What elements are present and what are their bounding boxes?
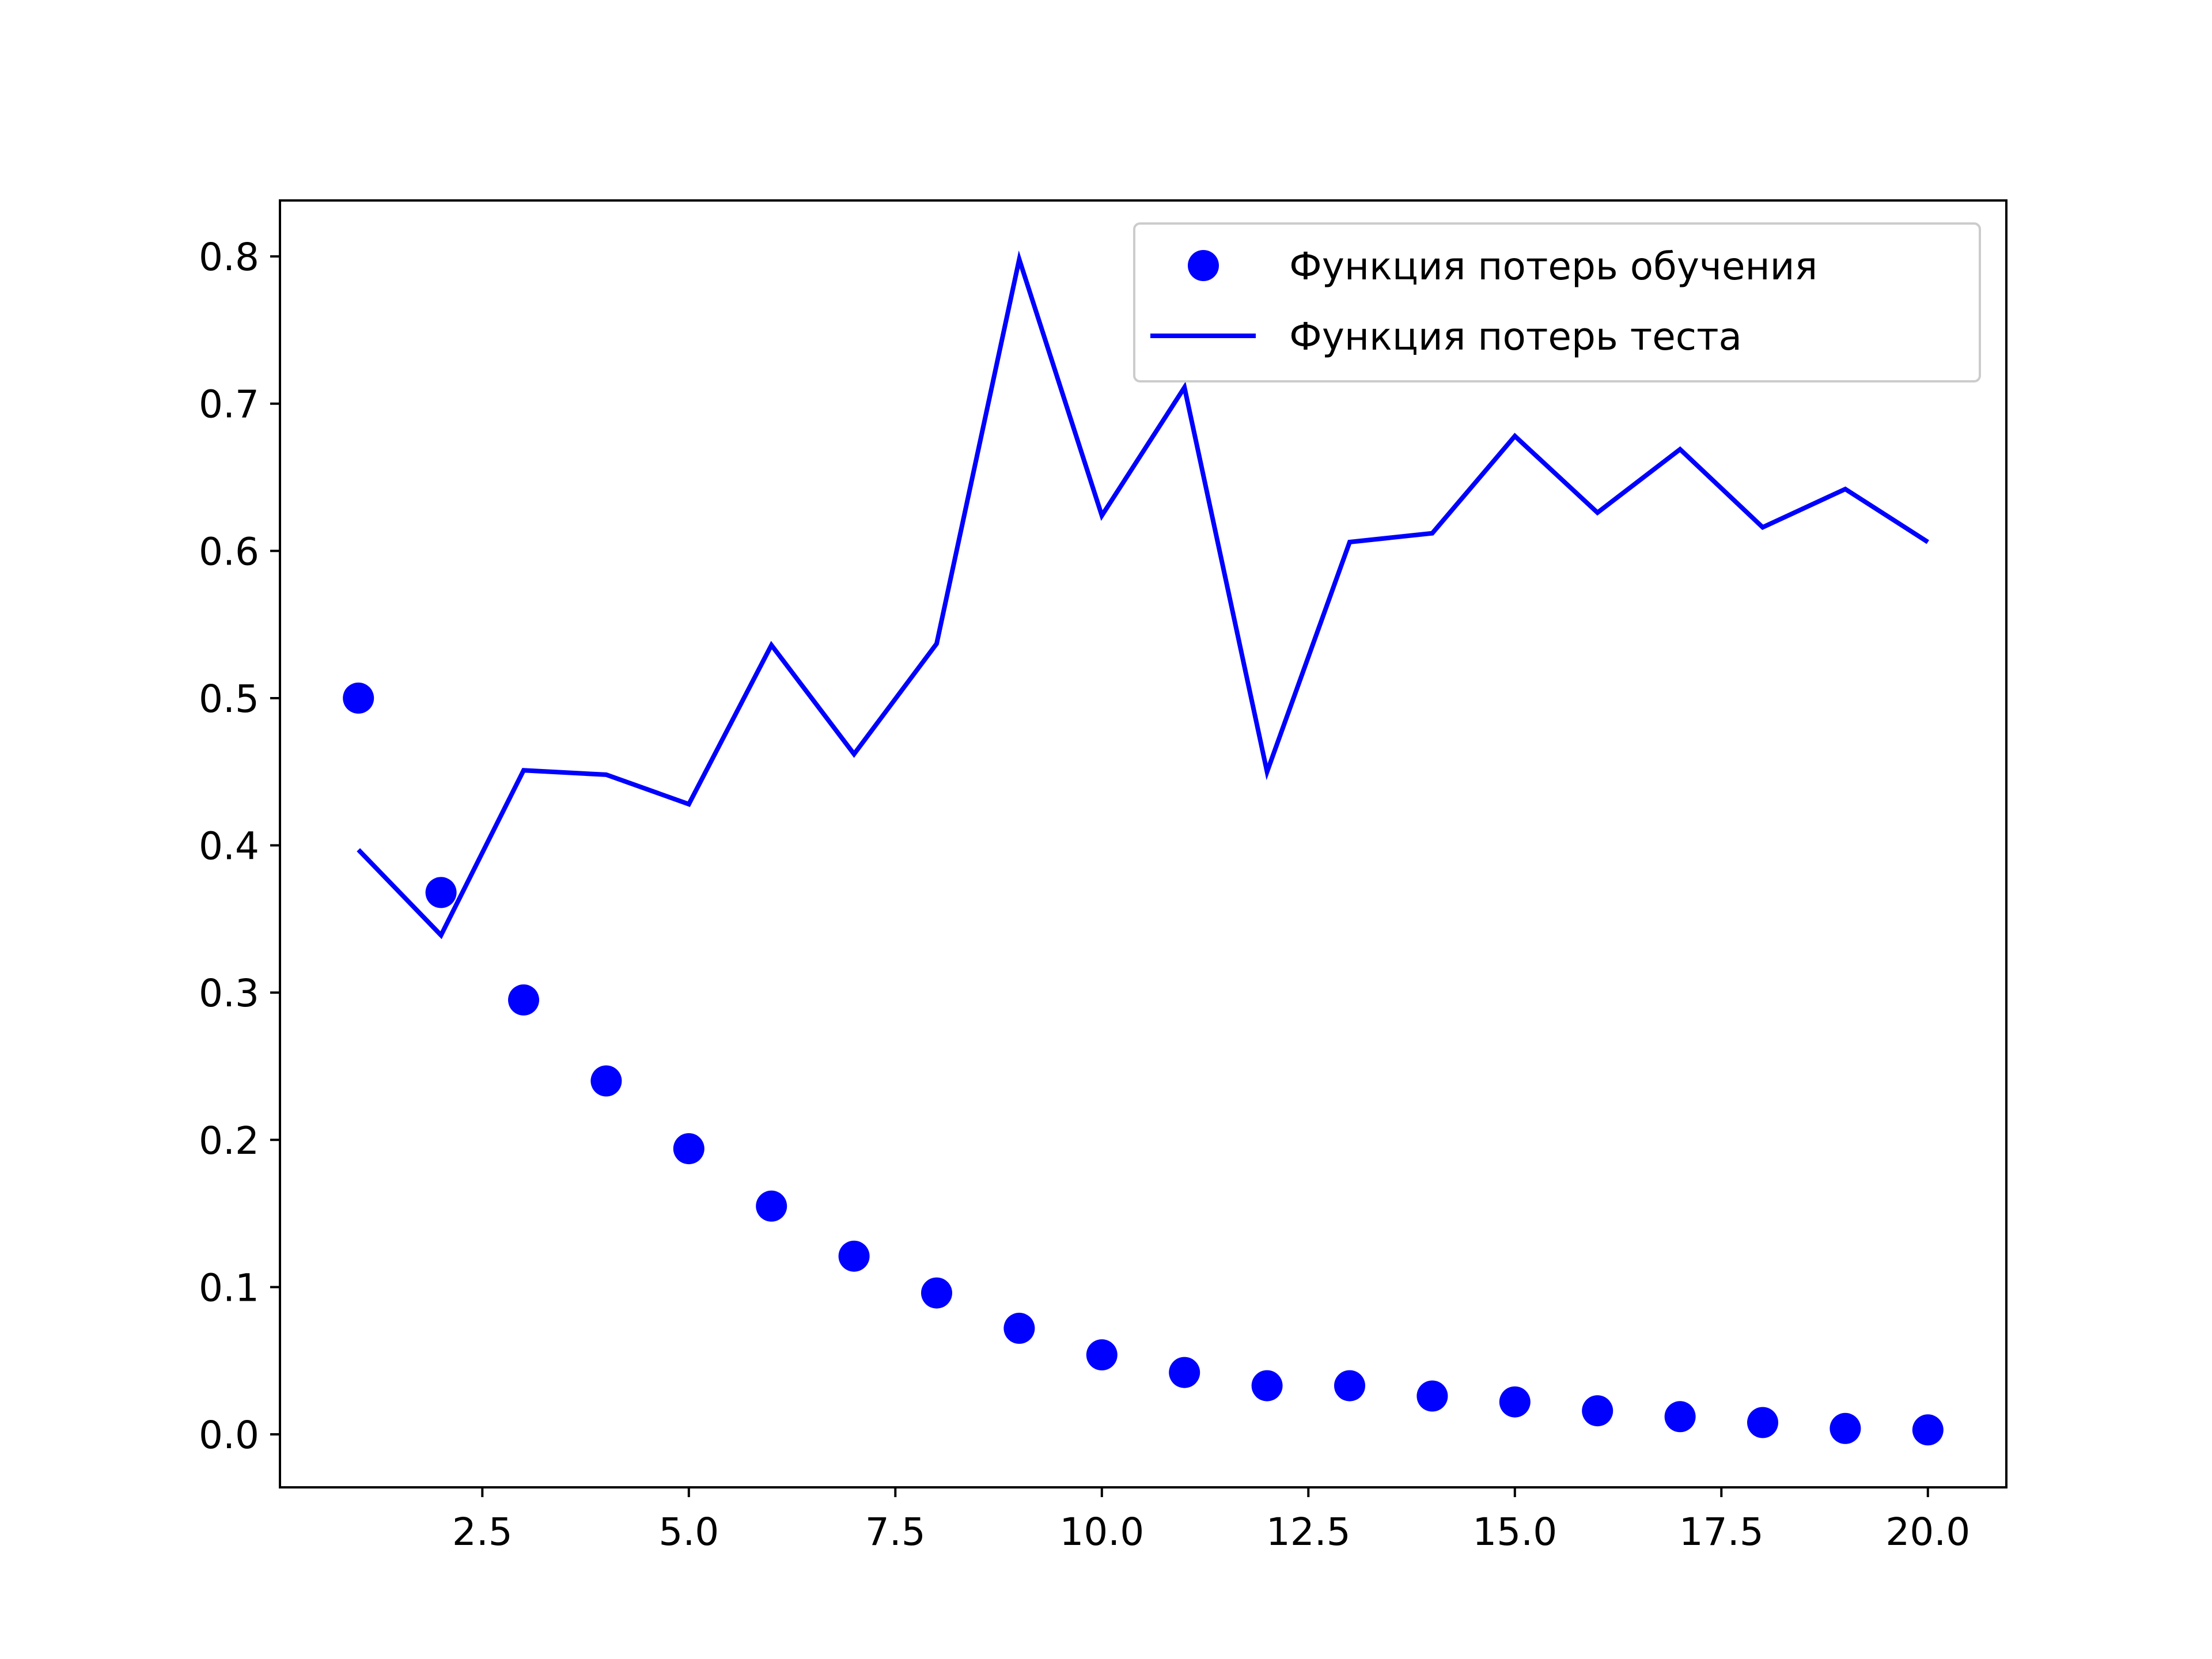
legend-label-test: Функция потерь теста: [1289, 315, 1742, 359]
x-tick-label: 20.0: [1885, 1510, 1970, 1554]
train-loss-point: [756, 1190, 787, 1222]
train-loss-point: [838, 1240, 870, 1272]
x-axis: 2.5 5.0 7.5 10.0 12.5 15.0 17.5 20.0: [452, 1487, 1970, 1554]
y-tick-label: 0.6: [199, 529, 259, 574]
y-tick-label: 0.5: [199, 677, 259, 721]
train-loss-point: [425, 877, 457, 908]
x-tick-label: 17.5: [1679, 1510, 1764, 1554]
x-tick-label: 5.0: [658, 1510, 719, 1554]
x-tick-label: 10.0: [1059, 1510, 1144, 1554]
y-tick-label: 0.4: [199, 824, 259, 869]
legend-label-train: Функция потерь обучения: [1289, 244, 1817, 289]
train-loss-point: [1747, 1407, 1778, 1438]
train-loss-point: [1251, 1370, 1283, 1402]
legend: Функция потерь обучения Функция потерь т…: [1133, 222, 1981, 382]
axes-frame: [279, 199, 2008, 1488]
series-line-test-loss: [357, 250, 1929, 940]
legend-marker-train: [1188, 250, 1219, 281]
x-tick-label: 15.0: [1472, 1510, 1557, 1554]
plot-area: [343, 250, 1944, 1446]
train-loss-point: [1582, 1395, 1613, 1427]
train-loss-point: [921, 1277, 952, 1309]
y-tick-label: 0.8: [199, 235, 259, 279]
y-axis: 0.0 0.1 0.2 0.3 0.4 0.5 0.6 0.7 0.8: [199, 235, 280, 1457]
y-tick-label: 0.0: [199, 1413, 259, 1457]
train-loss-point: [343, 682, 374, 714]
train-loss-point: [1912, 1414, 1944, 1446]
x-tick-label: 7.5: [865, 1510, 926, 1554]
train-loss-point: [1416, 1380, 1448, 1412]
train-loss-point: [1334, 1370, 1365, 1402]
train-loss-point: [508, 984, 539, 1016]
x-tick-label: 12.5: [1266, 1510, 1351, 1554]
train-loss-point: [1086, 1339, 1118, 1370]
y-tick-label: 0.1: [199, 1266, 259, 1310]
y-tick-label: 0.7: [199, 382, 259, 427]
y-tick-label: 0.3: [199, 971, 259, 1016]
train-loss-point: [673, 1133, 704, 1165]
train-loss-point: [1664, 1401, 1696, 1433]
x-tick-label: 2.5: [452, 1510, 513, 1554]
train-loss-point: [1499, 1386, 1531, 1418]
train-loss-point: [590, 1065, 622, 1097]
train-loss-point: [1003, 1312, 1035, 1344]
train-loss-point: [1169, 1357, 1200, 1388]
y-tick-label: 0.2: [199, 1119, 259, 1163]
legend-box: [1133, 222, 1981, 382]
train-loss-point: [1830, 1412, 1861, 1444]
